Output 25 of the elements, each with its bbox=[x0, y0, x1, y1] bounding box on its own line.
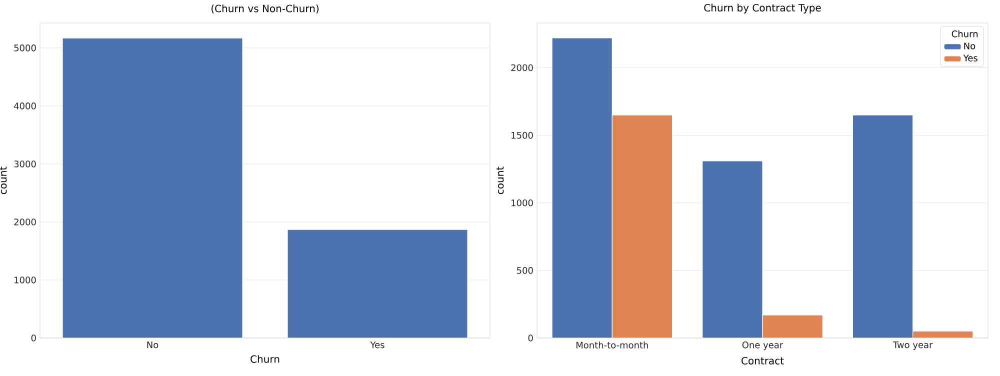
x-tick-label: Month-to-month bbox=[576, 342, 648, 348]
x-tick-label: One year bbox=[742, 342, 784, 350]
y-tick-label: 1000 bbox=[512, 199, 533, 206]
y-tick-label: 500 bbox=[516, 267, 533, 274]
y-tick-label: 3000 bbox=[14, 160, 36, 168]
y-tick-label: 2000 bbox=[511, 64, 533, 72]
y-tick-label: 5000 bbox=[14, 44, 36, 52]
y-tick-label: 1500 bbox=[512, 132, 533, 139]
x-tick-label: Two year bbox=[892, 342, 933, 350]
legend-title: Churn bbox=[952, 30, 978, 38]
x-axis-title: Contract bbox=[742, 356, 784, 365]
y-axis-title: count bbox=[496, 166, 504, 194]
x-axis-title: Churn bbox=[250, 355, 280, 363]
y-axis-title: count bbox=[0, 166, 7, 194]
y-tick-label: 2000 bbox=[14, 218, 36, 226]
y-tick-label: 4000 bbox=[14, 102, 36, 110]
y-tick-label: 1000 bbox=[14, 276, 36, 284]
chart-title: (Churn vs Non-Churn) bbox=[212, 4, 319, 14]
y-tick-label: 0 bbox=[31, 334, 36, 342]
x-tick-label: Yes bbox=[370, 342, 384, 348]
legend-label: Yes bbox=[963, 54, 978, 62]
legend-label: No bbox=[964, 42, 976, 50]
chart-title: Churn by Contract Type bbox=[704, 4, 821, 14]
x-tick-label: No bbox=[147, 342, 158, 348]
y-tick-label: 0 bbox=[528, 334, 533, 342]
